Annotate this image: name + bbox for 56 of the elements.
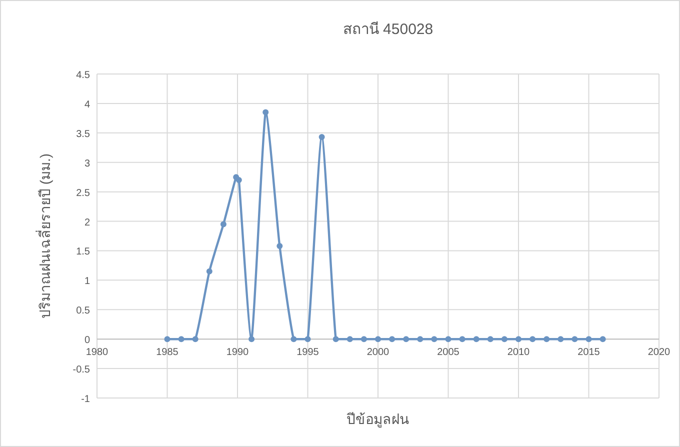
point xyxy=(403,336,410,342)
point xyxy=(206,268,212,274)
point xyxy=(346,336,353,342)
y-tick-label: 2 xyxy=(84,217,90,228)
point xyxy=(572,336,578,342)
x-tick-label: 1995 xyxy=(296,347,320,358)
x-tick-label: 1985 xyxy=(156,347,179,358)
y-tick-label: 3.5 xyxy=(76,128,90,140)
x-axis-title: ปีข้อมูลฝน xyxy=(346,411,410,428)
y-axis-title: ปริมาณฝนเฉลี่ยรายปี (มม.) xyxy=(36,153,53,319)
point xyxy=(487,336,494,342)
point xyxy=(290,336,297,342)
point xyxy=(220,221,226,228)
y-tick-label: -1 xyxy=(81,394,90,405)
point xyxy=(473,336,480,342)
point xyxy=(586,336,592,342)
x-tick-label: 2005 xyxy=(437,347,460,358)
y-tick-label: 1 xyxy=(84,276,90,288)
point xyxy=(360,336,367,342)
x-tick-label: 1980 xyxy=(86,347,109,358)
x-tick-label: 2015 xyxy=(578,347,600,358)
point xyxy=(558,336,564,342)
point xyxy=(544,336,550,342)
point xyxy=(192,336,198,342)
point xyxy=(445,336,452,342)
point xyxy=(276,243,283,250)
point xyxy=(332,336,339,342)
point xyxy=(248,336,255,342)
y-tick-label: 3 xyxy=(84,158,90,170)
x-tick-label: 1990 xyxy=(226,347,250,358)
point xyxy=(262,109,269,116)
y-tick-label: 2.5 xyxy=(76,188,90,199)
x-tick-label: 2020 xyxy=(648,347,671,358)
point xyxy=(431,336,438,342)
x-tick-label: 2000 xyxy=(366,347,390,358)
point xyxy=(501,336,508,342)
point xyxy=(516,336,522,342)
point xyxy=(164,336,170,342)
point xyxy=(600,336,606,342)
y-tick-label: -0.5 xyxy=(72,364,90,376)
x-tick-label: 2010 xyxy=(507,347,530,358)
y-tick-label: 4.5 xyxy=(76,70,90,81)
point xyxy=(530,336,536,342)
point xyxy=(375,336,381,342)
point xyxy=(236,177,242,184)
point xyxy=(417,336,424,342)
y-tick-label: 1.5 xyxy=(76,246,90,258)
point xyxy=(178,336,184,342)
point xyxy=(389,336,396,342)
point xyxy=(318,134,325,140)
y-tick-label: 0.5 xyxy=(76,306,90,317)
y-tick-label: 0 xyxy=(84,335,90,346)
y-tick-label: 4 xyxy=(84,99,90,110)
point xyxy=(304,336,311,342)
point xyxy=(459,336,466,342)
chart-title: สถานี 450028 xyxy=(342,21,434,38)
